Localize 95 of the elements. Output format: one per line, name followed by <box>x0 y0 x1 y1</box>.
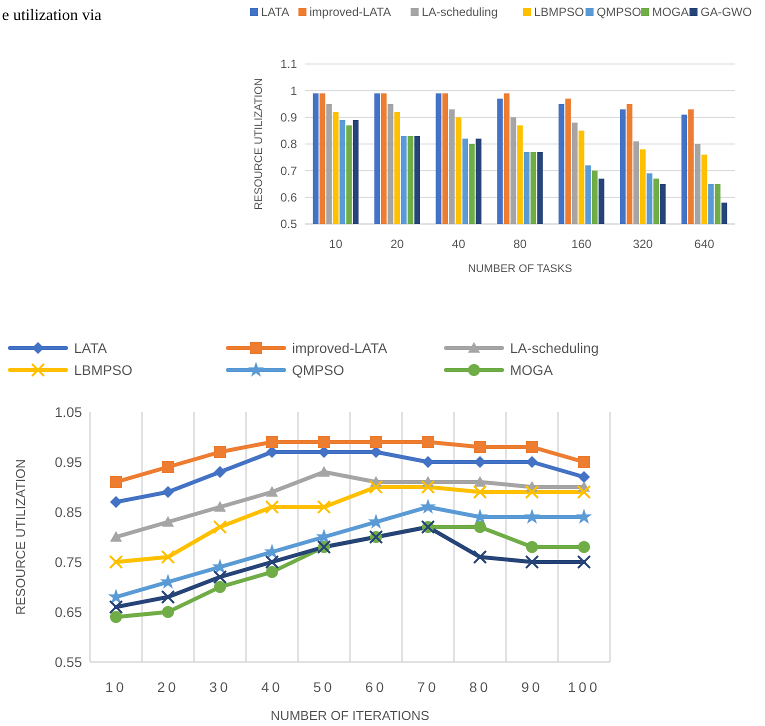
point <box>265 500 279 514</box>
y-tick-label: 1.05 <box>54 404 82 420</box>
point <box>578 541 590 553</box>
y-tick-label: 1 <box>290 84 298 98</box>
point <box>420 498 436 514</box>
point <box>473 550 487 564</box>
y-axis-title: RESOURCE UTILIZATION <box>13 459 28 615</box>
point <box>109 555 123 569</box>
y-tick-label: 0.95 <box>54 454 82 470</box>
point <box>110 476 122 488</box>
y-tick-label: 0.9 <box>280 110 298 125</box>
point <box>266 486 278 497</box>
point <box>526 541 538 553</box>
x-tick-label: 50 <box>313 679 335 695</box>
text: e utilization via <box>2 7 102 24</box>
point <box>370 436 382 448</box>
x-tick-label: 320 <box>632 237 654 251</box>
x-tick-label: 40 <box>261 679 283 695</box>
point <box>576 508 592 524</box>
y-tick-label: 1.1 <box>280 57 298 72</box>
point <box>578 456 590 468</box>
point <box>578 471 590 483</box>
x-tick-label: 40 <box>452 237 466 251</box>
y-axis-title: RESOURCE UTILIZATION <box>253 78 265 210</box>
y-tick-label: 0.7 <box>280 164 298 178</box>
point <box>214 581 226 593</box>
x-tick-label: 20 <box>157 679 179 695</box>
x-tick-label: 160 <box>571 237 592 251</box>
x-tick-label: 60 <box>365 679 387 695</box>
point <box>214 466 226 478</box>
x-axis-title: NUMBER OF ITERATIONS <box>270 708 430 723</box>
legend-label: MOGA <box>510 362 554 378</box>
point <box>473 485 487 499</box>
point <box>162 461 174 473</box>
point <box>317 500 331 514</box>
y-tick-label: 0.5 <box>280 217 298 232</box>
point <box>214 501 226 512</box>
point <box>162 486 174 498</box>
x-tick-label: 80 <box>469 679 491 695</box>
legend-label: GA-GWO <box>700 5 752 19</box>
y-tick-label: 0.85 <box>54 504 82 520</box>
legend-label: LA-scheduling <box>510 340 599 356</box>
y-tick-label: 0.55 <box>54 654 82 670</box>
legend-label: MOGA <box>652 5 689 19</box>
point <box>265 555 279 569</box>
legend-label: LATA <box>74 340 108 356</box>
legend-label: LBMPSO <box>74 362 132 378</box>
point <box>474 476 486 487</box>
point <box>577 555 591 569</box>
point <box>526 441 538 453</box>
y-tick-label: 0.75 <box>54 554 82 570</box>
y-tick-label: 0.8 <box>280 137 298 152</box>
x-tick-label: 80 <box>513 237 527 251</box>
point <box>525 555 539 569</box>
point <box>474 521 486 533</box>
x-tick-label: 10 <box>105 679 127 695</box>
point <box>369 480 383 494</box>
point <box>110 531 122 542</box>
legend-label: QMPSO <box>596 5 642 19</box>
point <box>162 516 174 527</box>
point <box>213 520 227 534</box>
point <box>161 550 175 564</box>
y-tick-label: 0.6 <box>280 190 298 205</box>
point <box>161 590 175 604</box>
x-tick-label: 640 <box>694 237 715 251</box>
point <box>318 436 330 448</box>
point <box>109 600 123 614</box>
legend-label: improved-LATA <box>309 5 391 19</box>
point <box>266 436 278 448</box>
point <box>214 446 226 458</box>
x-tick-label: 100 <box>568 679 600 695</box>
y-tick-label: 0.65 <box>54 604 82 620</box>
point <box>110 496 122 508</box>
x-tick-label: 30 <box>209 679 231 695</box>
legend-label: LATA <box>261 5 290 19</box>
legend-label: QMPSO <box>292 362 344 378</box>
legend-label: LA-scheduling <box>422 5 498 19</box>
point <box>474 441 486 453</box>
x-tick-label: 10 <box>329 237 343 251</box>
point <box>110 611 122 623</box>
point <box>213 570 227 584</box>
x-tick-label: 70 <box>417 679 439 695</box>
point <box>162 606 174 618</box>
point <box>525 485 539 499</box>
point <box>421 480 435 494</box>
point <box>524 508 540 524</box>
legend-label: LBMPSO <box>534 5 584 19</box>
point <box>318 466 330 477</box>
x-tick-label: 20 <box>390 237 404 251</box>
x-axis-title: NUMBER OF TASKS <box>468 263 572 275</box>
point <box>422 436 434 448</box>
point <box>577 485 591 499</box>
legend-label: improved-LATA <box>292 340 388 356</box>
x-tick-label: 90 <box>521 679 543 695</box>
point <box>266 566 278 578</box>
